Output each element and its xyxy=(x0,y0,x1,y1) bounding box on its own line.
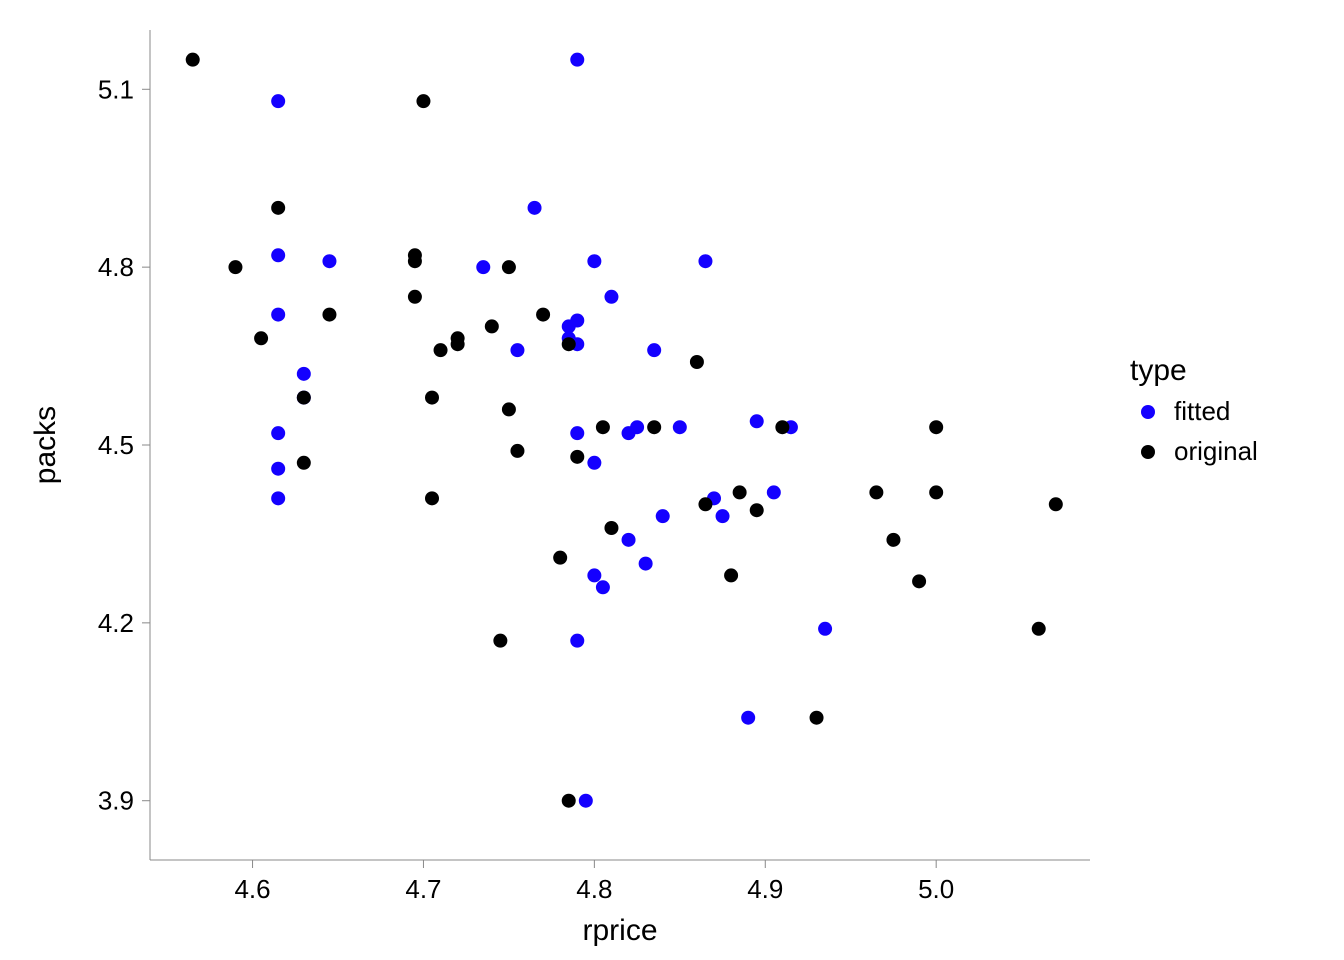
data-point-original xyxy=(416,94,430,108)
data-point-fitted xyxy=(818,622,832,636)
data-point-original xyxy=(647,420,661,434)
data-point-fitted xyxy=(570,314,584,328)
data-point-fitted xyxy=(587,456,601,470)
data-point-fitted xyxy=(271,248,285,262)
data-point-original xyxy=(322,308,336,322)
data-point-fitted xyxy=(622,533,636,547)
data-point-original xyxy=(698,497,712,511)
legend-swatch xyxy=(1141,405,1155,419)
data-point-fitted xyxy=(271,462,285,476)
data-point-fitted xyxy=(596,580,610,594)
data-point-original xyxy=(408,290,422,304)
data-point-original xyxy=(912,574,926,588)
data-point-original xyxy=(451,331,465,345)
data-point-original xyxy=(570,450,584,464)
data-point-fitted xyxy=(639,557,653,571)
data-point-fitted xyxy=(510,343,524,357)
data-point-original xyxy=(297,391,311,405)
x-tick-label: 4.7 xyxy=(405,874,441,904)
y-tick-label: 5.1 xyxy=(98,74,134,104)
data-point-original xyxy=(228,260,242,274)
y-axis-title: packs xyxy=(29,406,62,484)
x-tick-label: 4.9 xyxy=(747,874,783,904)
data-point-fitted xyxy=(528,201,542,215)
data-point-original xyxy=(596,420,610,434)
data-point-fitted xyxy=(587,568,601,582)
data-point-fitted xyxy=(297,367,311,381)
data-point-original xyxy=(604,521,618,535)
data-point-original xyxy=(886,533,900,547)
data-point-original xyxy=(869,485,883,499)
legend-label: fitted xyxy=(1174,396,1230,426)
scatter-chart: 4.6 4.7 4.8 4.9 5.0 3.9 4.2 4.5 4.8 5.1 rprice pack… xyxy=(0,0,1344,960)
y-tick-label: 4.2 xyxy=(98,608,134,638)
y-tick-label: 4.8 xyxy=(98,252,134,282)
data-point-original xyxy=(408,254,422,268)
data-point-fitted xyxy=(587,254,601,268)
data-point-original xyxy=(929,420,943,434)
data-point-original xyxy=(724,568,738,582)
data-point-original xyxy=(297,456,311,470)
data-point-original xyxy=(562,794,576,808)
legend-label: original xyxy=(1174,436,1258,466)
data-point-fitted xyxy=(579,794,593,808)
data-point-original xyxy=(425,491,439,505)
data-point-fitted xyxy=(767,485,781,499)
data-point-fitted xyxy=(741,711,755,725)
chart-svg: 4.6 4.7 4.8 4.9 5.0 3.9 4.2 4.5 4.8 5.1 rprice pack… xyxy=(0,0,1344,960)
data-point-fitted xyxy=(570,53,584,67)
data-point-original xyxy=(553,551,567,565)
data-point-fitted xyxy=(673,420,687,434)
plot-background xyxy=(0,0,1344,960)
data-point-original xyxy=(733,485,747,499)
data-point-original xyxy=(775,420,789,434)
data-point-original xyxy=(750,503,764,517)
data-point-original xyxy=(536,308,550,322)
data-point-original xyxy=(690,355,704,369)
data-point-fitted xyxy=(630,420,644,434)
data-point-fitted xyxy=(570,634,584,648)
data-point-fitted xyxy=(647,343,661,357)
data-point-original xyxy=(425,391,439,405)
legend-title: type xyxy=(1130,354,1187,387)
data-point-original xyxy=(254,331,268,345)
data-point-original xyxy=(562,337,576,351)
data-point-fitted xyxy=(271,94,285,108)
data-point-fitted xyxy=(604,290,618,304)
data-point-original xyxy=(1049,497,1063,511)
data-point-original xyxy=(810,711,824,725)
x-tick-label: 4.6 xyxy=(234,874,270,904)
data-point-fitted xyxy=(716,509,730,523)
data-point-fitted xyxy=(322,254,336,268)
data-point-fitted xyxy=(750,414,764,428)
data-point-original xyxy=(502,402,516,416)
data-point-original xyxy=(186,53,200,67)
x-tick-label: 4.8 xyxy=(576,874,612,904)
y-tick-label: 3.9 xyxy=(98,786,134,816)
data-point-fitted xyxy=(656,509,670,523)
data-point-original xyxy=(434,343,448,357)
data-point-original xyxy=(271,201,285,215)
data-point-original xyxy=(485,319,499,333)
data-point-original xyxy=(493,634,507,648)
x-tick-label: 5.0 xyxy=(918,874,954,904)
legend-swatch xyxy=(1141,445,1155,459)
data-point-fitted xyxy=(271,426,285,440)
data-point-fitted xyxy=(570,426,584,440)
data-point-fitted xyxy=(271,308,285,322)
y-tick-label: 4.5 xyxy=(98,430,134,460)
data-point-original xyxy=(1032,622,1046,636)
data-point-original xyxy=(510,444,524,458)
data-point-original xyxy=(502,260,516,274)
data-point-fitted xyxy=(698,254,712,268)
data-point-original xyxy=(929,485,943,499)
x-axis-title: rprice xyxy=(582,914,657,947)
data-point-fitted xyxy=(476,260,490,274)
data-point-fitted xyxy=(271,491,285,505)
